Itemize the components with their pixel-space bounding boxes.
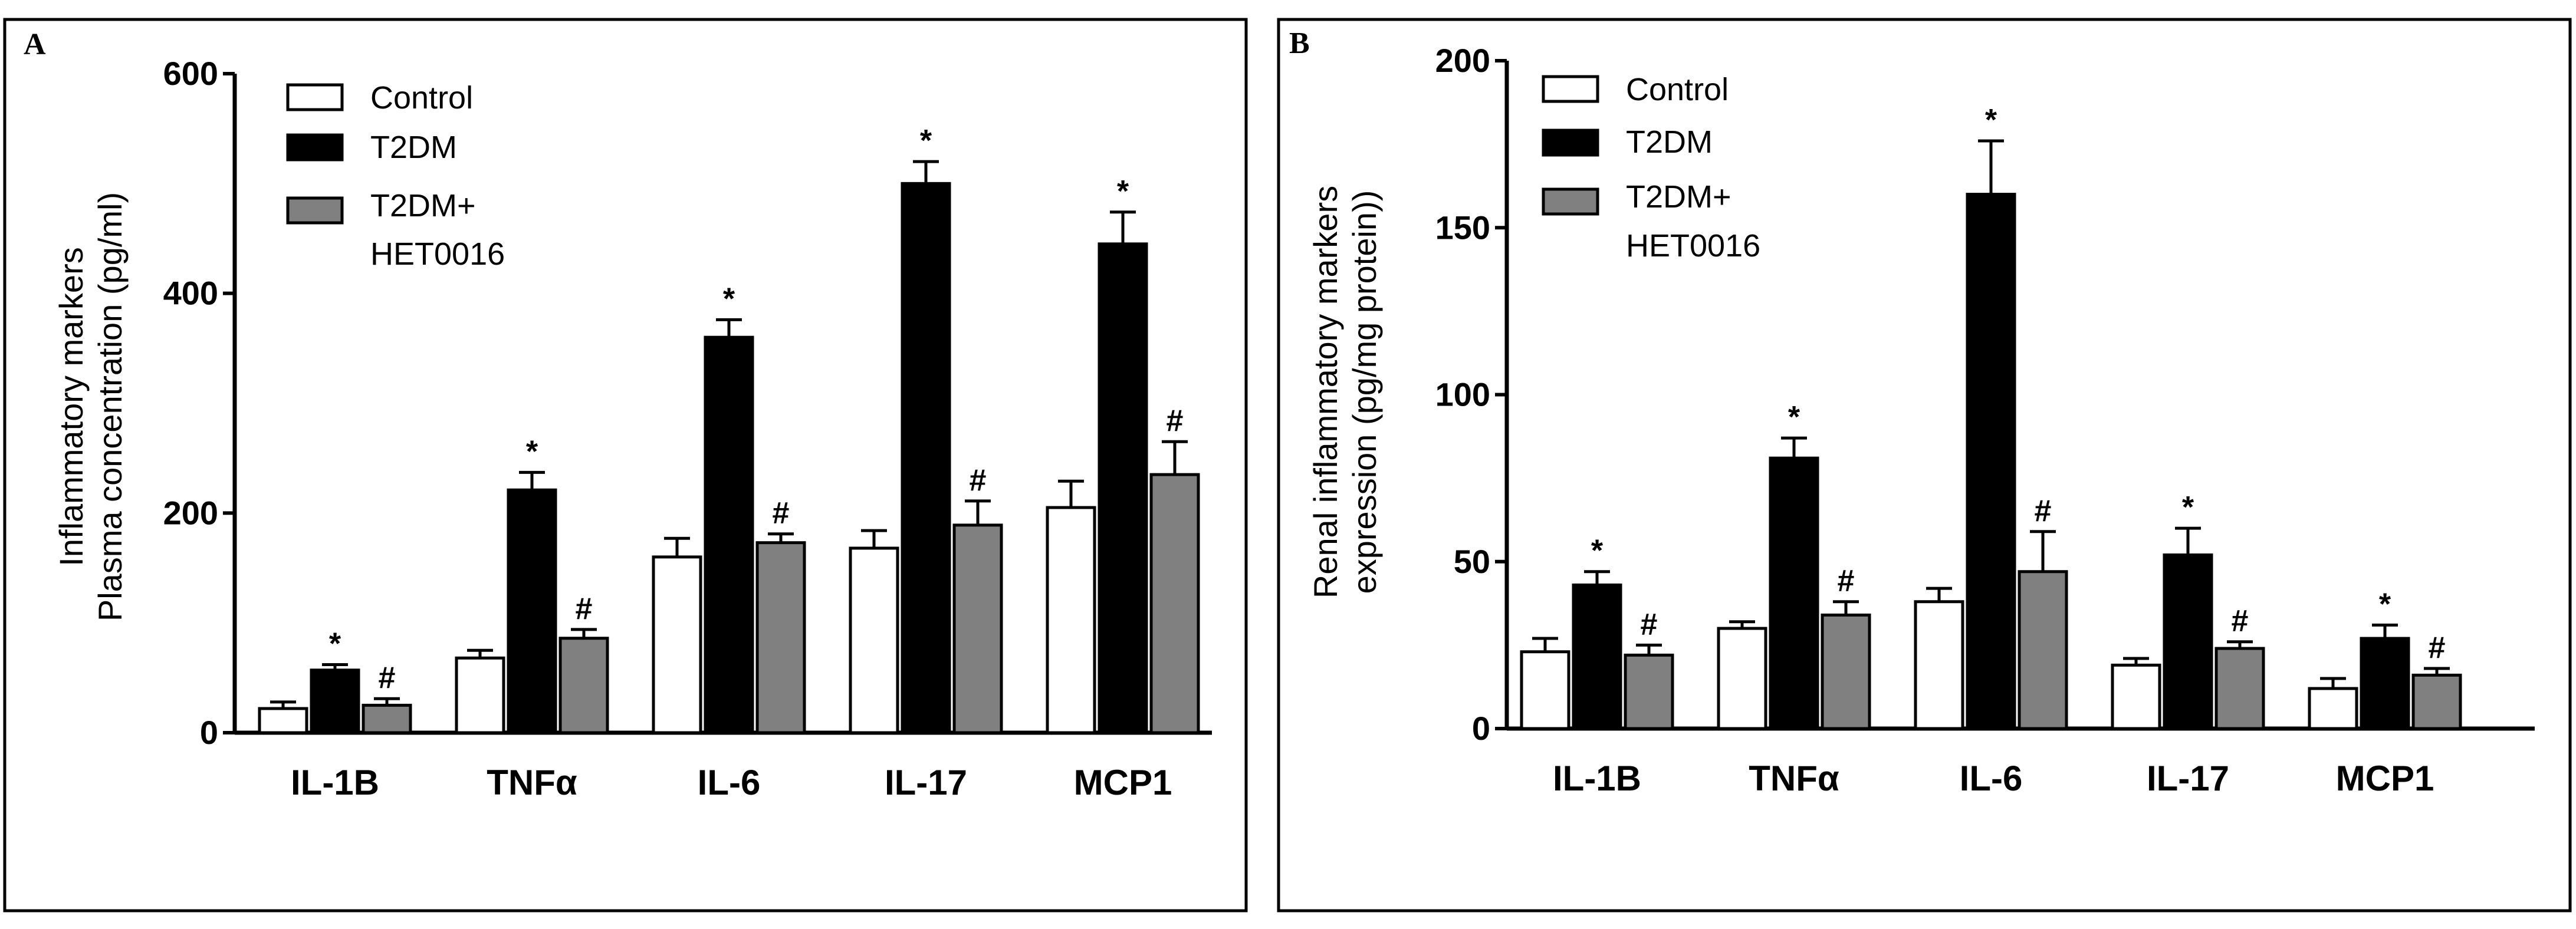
- significance-mark: #: [773, 496, 790, 531]
- category-label: IL-17: [885, 763, 967, 802]
- legend-label-control: Control: [370, 80, 473, 116]
- panel-b: B Renal inflammatory markers expression …: [1277, 18, 2572, 912]
- significance-mark: *: [1591, 534, 1604, 568]
- bar-control-il-1b: [1520, 650, 1570, 730]
- bar-control-mcp1: [1046, 506, 1096, 734]
- panel-b-plot: 0 50 100 150 200 * # IL-1B * # TNFα * # IL-6 * # IL-17 * #…: [1435, 42, 2535, 798]
- category-label: TNFα: [1749, 759, 1839, 798]
- panel-b-y-label-1: Renal inflammatory markers: [1307, 186, 1344, 598]
- significance-mark: *: [920, 124, 932, 158]
- significance-mark: *: [1788, 400, 1800, 434]
- bar-t2dm-het0016-il-6: [755, 541, 806, 734]
- bar-control-il-17: [849, 546, 899, 734]
- legend-label-t2dm-het0016-line1: T2DM+: [1626, 179, 1731, 215]
- category-label: IL-6: [698, 763, 761, 802]
- significance-mark: #: [2035, 494, 2052, 528]
- bar-t2dm-mcp1: [1098, 242, 1148, 734]
- bar-t2dm-il-1b: [310, 668, 360, 734]
- legend-label-t2dm-het0016-line1: T2DM+: [370, 188, 476, 223]
- significance-mark: *: [526, 434, 538, 469]
- significance-mark: *: [723, 282, 735, 316]
- bar-control-il-6: [652, 555, 702, 734]
- category-label: MCP1: [1074, 763, 1172, 802]
- category-label: IL-6: [1960, 759, 2023, 798]
- legend-swatch-t2dm-het0016: [1542, 187, 1599, 216]
- panel-a-y-label-2: Plasma concentration (pg/ml): [91, 192, 129, 621]
- y-tick-label: 50: [1454, 543, 1490, 580]
- bar-t2dm-il-17: [901, 182, 951, 734]
- legend-swatch-control: [286, 83, 344, 111]
- legend-label-control: Control: [1626, 72, 1729, 107]
- bar-t2dm-il-1b: [1572, 583, 1622, 730]
- bar-control-mcp1: [2308, 687, 2358, 730]
- category-label: IL-1B: [291, 763, 379, 802]
- panel-a-legend: Control T2DM T2DM+ HET0016: [286, 80, 505, 272]
- significance-mark: #: [2232, 604, 2249, 638]
- legend-label-t2dm-het0016-line2: HET0016: [1626, 228, 1760, 263]
- legend-swatch-t2dm: [286, 133, 344, 162]
- y-tick-label: 200: [163, 494, 218, 531]
- bar-t2dm-il-17: [2163, 553, 2213, 730]
- bar-control-il-1b: [258, 707, 308, 734]
- significance-mark: #: [1167, 404, 1184, 438]
- panel-a: A Inflammatory markers Plasma concentrat…: [3, 18, 1248, 912]
- panel-b-frame: [1277, 18, 2572, 912]
- bar-control-il-17: [2111, 663, 2161, 730]
- significance-mark: #: [970, 463, 987, 498]
- category-label: IL-17: [2147, 759, 2229, 798]
- y-tick-label: 400: [163, 275, 218, 312]
- significance-mark: *: [1985, 103, 1997, 137]
- panel-b-legend: Control T2DM T2DM+ HET0016: [1542, 72, 1760, 263]
- panel-b-y-label-2: expression (pg/mg protein)): [1346, 190, 1383, 594]
- legend-label-t2dm-het0016-line2: HET0016: [370, 236, 505, 272]
- bar-t2dm-het0016-mcp1: [2411, 673, 2462, 730]
- bar-t2dm-il-6: [704, 335, 754, 734]
- bar-control-il-6: [1914, 600, 1964, 730]
- bar-t2dm-het0016-tnfα: [1821, 613, 1871, 730]
- significance-mark: *: [2182, 490, 2194, 525]
- bar-t2dm-het0016-il-1b: [1624, 653, 1674, 730]
- significance-mark: #: [576, 592, 593, 626]
- bar-t2dm-tnfα: [507, 488, 557, 734]
- legend-swatch-t2dm-het0016: [286, 196, 344, 225]
- y-tick-label: 100: [1435, 376, 1490, 413]
- y-tick-label: 200: [1435, 42, 1490, 79]
- category-label: MCP1: [2336, 759, 2434, 798]
- y-tick-label: 600: [163, 55, 218, 92]
- y-tick-label: 0: [200, 714, 218, 751]
- significance-mark: #: [1838, 564, 1855, 598]
- panel-a-y-label-1: Inflammatory markers: [52, 247, 90, 566]
- legend-label-t2dm: T2DM: [370, 130, 457, 165]
- legend-swatch-control: [1542, 75, 1599, 103]
- bar-t2dm-het0016-tnfα: [558, 637, 609, 734]
- bar-t2dm-het0016-il-17: [952, 523, 1003, 734]
- legend-swatch-t2dm: [1542, 129, 1599, 157]
- bar-t2dm-mcp1: [2360, 637, 2410, 730]
- significance-mark: #: [2429, 631, 2446, 665]
- bar-t2dm-het0016-il-1b: [362, 703, 412, 734]
- panel-a-frame: [3, 18, 1248, 912]
- bar-t2dm-het0016-il-6: [2018, 570, 2068, 730]
- category-label: IL-1B: [1553, 759, 1641, 798]
- y-tick-label: 0: [1472, 710, 1490, 747]
- category-label: TNFα: [487, 763, 577, 802]
- panel-b-label: B: [1289, 27, 1310, 60]
- significance-mark: *: [1117, 174, 1129, 209]
- significance-mark: #: [1641, 607, 1658, 641]
- bar-control-tnfα: [455, 656, 505, 734]
- panel-a-plot: 0 200 400 600 * # IL-1B * # TNFα * # IL-6 * # IL-17 * # MC…: [163, 55, 1212, 802]
- bar-control-tnfα: [1717, 627, 1767, 730]
- legend-label-t2dm: T2DM: [1626, 124, 1713, 160]
- significance-mark: *: [2379, 587, 2391, 621]
- panel-a-label: A: [24, 28, 46, 61]
- bar-t2dm-het0016-mcp1: [1149, 473, 1200, 734]
- significance-mark: *: [329, 627, 341, 661]
- y-tick-label: 150: [1435, 209, 1490, 246]
- significance-mark: #: [379, 661, 396, 695]
- bar-t2dm-het0016-il-17: [2214, 647, 2265, 730]
- bar-t2dm-il-6: [1966, 193, 2016, 730]
- bar-t2dm-tnfα: [1769, 456, 1819, 730]
